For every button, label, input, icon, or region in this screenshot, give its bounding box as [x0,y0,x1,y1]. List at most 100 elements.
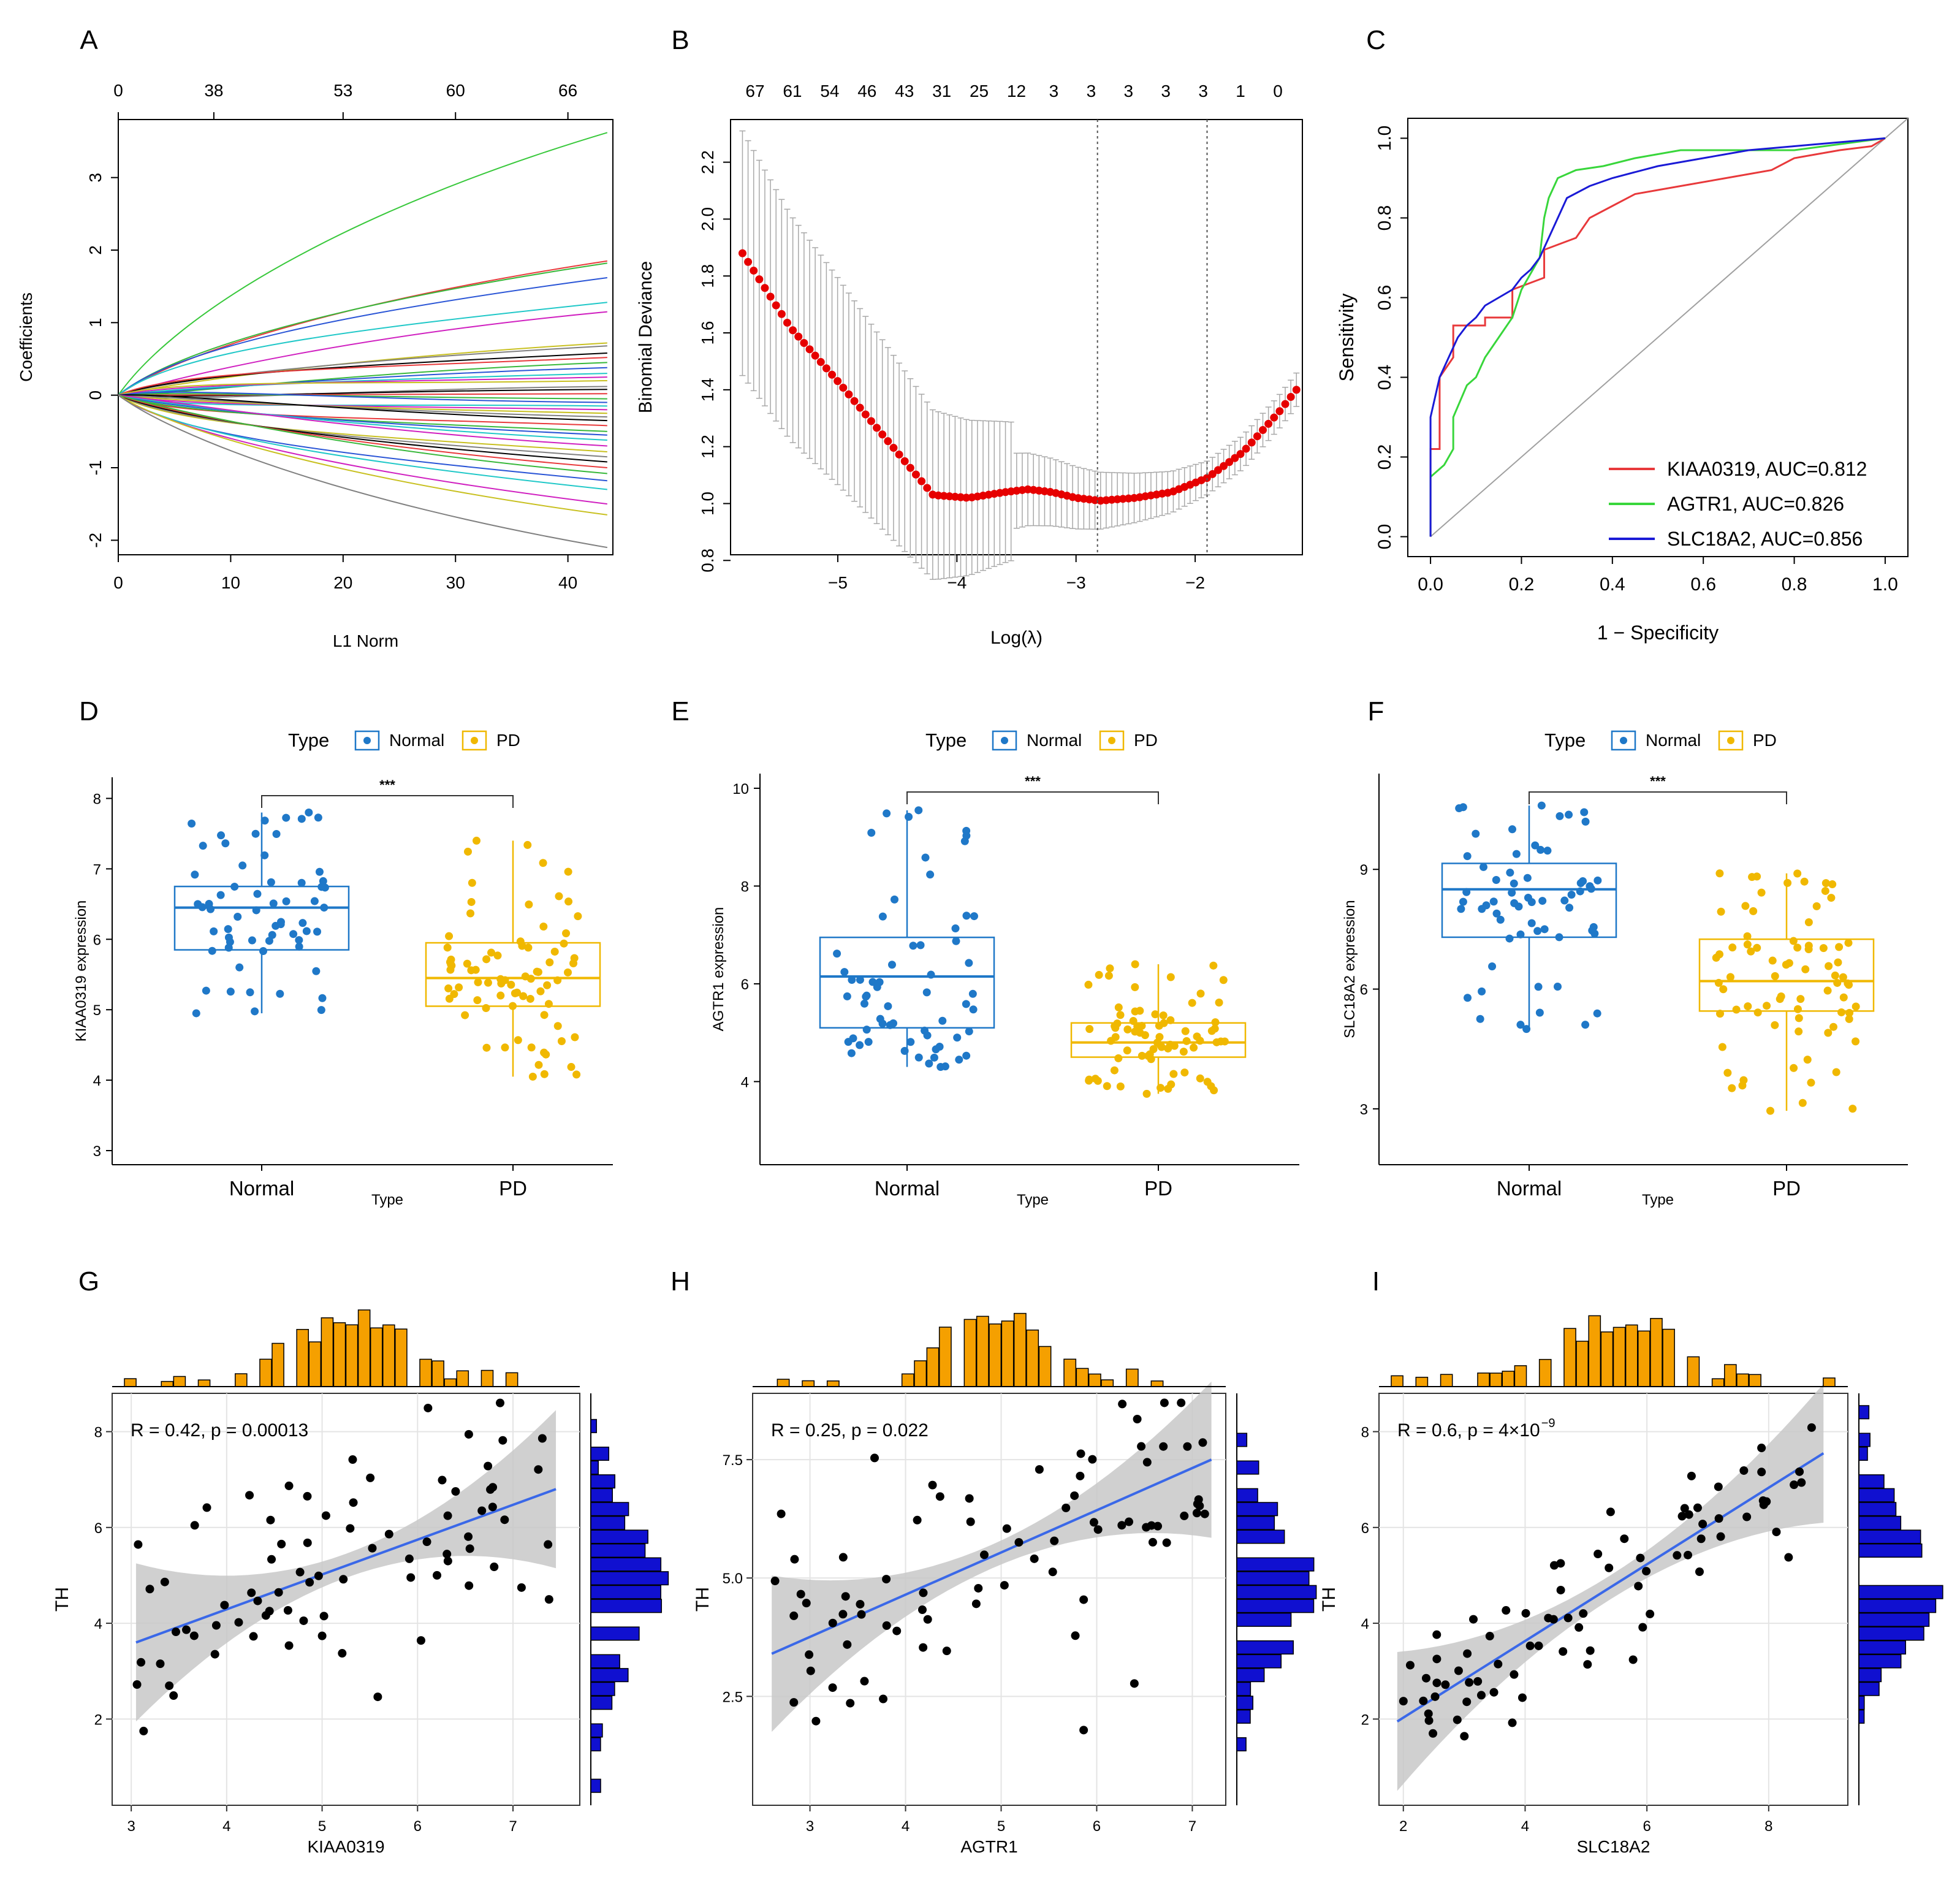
right-histogram-bar [1236,1640,1294,1655]
y-tick-label: 2.0 [698,207,717,231]
data-point [1136,1029,1144,1037]
y-tick-label: 5 [93,1002,101,1019]
x-tick-label: −2 [1185,573,1205,592]
data-point [1079,1595,1088,1604]
deviance-point [834,377,842,386]
right-histogram-bar [1858,1515,1902,1530]
data-point [1698,1520,1707,1529]
data-point [267,878,275,886]
right-histogram-bar [1858,1612,1930,1627]
top-tick-label: 53 [333,81,352,100]
right-histogram-bar [1858,1696,1865,1710]
data-point [1553,982,1562,991]
top-histogram-bar [989,1323,1002,1387]
data-point [446,965,455,974]
data-point [564,897,573,906]
data-point [234,912,242,921]
data-point [249,1632,258,1641]
data-point [1510,1670,1519,1679]
data-point [1852,1002,1860,1011]
data-point [789,1698,799,1707]
y-tick-label: 0.8 [698,549,717,573]
data-point [444,984,453,992]
right-histogram-bar [1858,1585,1943,1599]
data-point [856,975,864,984]
data-point [1757,1468,1766,1477]
data-point [544,1000,553,1008]
data-point [1095,970,1103,979]
panel-label: F [1368,696,1385,726]
data-point [1465,1678,1474,1687]
data-point [1807,1423,1816,1432]
data-point [1463,1649,1472,1658]
data-point [1565,810,1573,819]
deviance-point [900,457,909,465]
data-point [1106,964,1114,973]
deviance-point [794,332,803,341]
right-histogram-bar [590,1654,620,1669]
data-point [498,1436,507,1445]
x-tick-label: 3 [127,1818,135,1835]
data-point [1494,1659,1503,1669]
legend-title: Type [925,729,967,751]
data-point [1576,887,1584,896]
data-point [474,978,482,986]
panel-f: F Type Normal PD Normal PD *** 3 6 9 Type SLC18A2 e… [1342,696,1908,1208]
data-point [259,947,267,956]
y-tick-label: 1.6 [698,321,717,345]
data-point [1540,925,1549,934]
data-point [1723,1068,1732,1077]
data-point [199,842,207,850]
signif-bracket [261,795,514,808]
deviance-point [861,410,870,419]
data-point [1160,1019,1168,1027]
top-histogram-bar [1125,1368,1139,1387]
data-point [297,878,306,887]
x-tick-label: 0.4 [1600,574,1625,595]
data-point [555,892,563,900]
data-point [1739,1466,1749,1475]
data-point [1166,1016,1175,1024]
data-point [1747,947,1755,956]
top-histogram-bar [1489,1373,1502,1387]
data-point [843,992,851,1000]
data-point [1783,878,1792,887]
legend-label: SLC18A2, AUC=0.856 [1667,528,1863,550]
data-point [226,938,234,946]
data-point [139,1726,148,1735]
data-point [1798,1098,1807,1107]
data-point [550,947,559,956]
y-tick-label: 3 [1360,1102,1368,1118]
data-point [1848,1105,1857,1113]
data-point [962,826,971,835]
deviance-point [923,484,932,492]
y-axis-label: Coefficients [17,292,36,382]
data-point [1771,1021,1779,1029]
right-histogram-bar [590,1778,601,1793]
right-histogram-bar [1858,1446,1868,1461]
data-point [473,996,482,1005]
coef-path-7 [118,345,607,396]
data-point [298,919,307,927]
data-point [1076,1471,1085,1480]
data-point [1807,1078,1815,1087]
x-tick-label: Normal [875,1177,940,1200]
data-point [847,1049,856,1057]
data-point [482,1043,491,1052]
top-tick-label: 60 [446,81,465,100]
data-point [1193,1499,1202,1509]
data-point [1093,1525,1103,1534]
data-point [1714,978,1723,987]
data-point [1728,943,1737,952]
data-point [1107,1037,1115,1045]
top-histogram-bar [1538,1358,1552,1387]
data-point [1536,845,1545,854]
right-histogram-bar [1236,1502,1278,1517]
top-tick-label: 67 [745,82,764,101]
data-point [1636,1553,1645,1563]
data-point [921,853,930,862]
data-point [1586,882,1594,891]
data-point [1743,932,1752,940]
data-point [1183,1442,1192,1451]
deviance-point [889,444,898,452]
